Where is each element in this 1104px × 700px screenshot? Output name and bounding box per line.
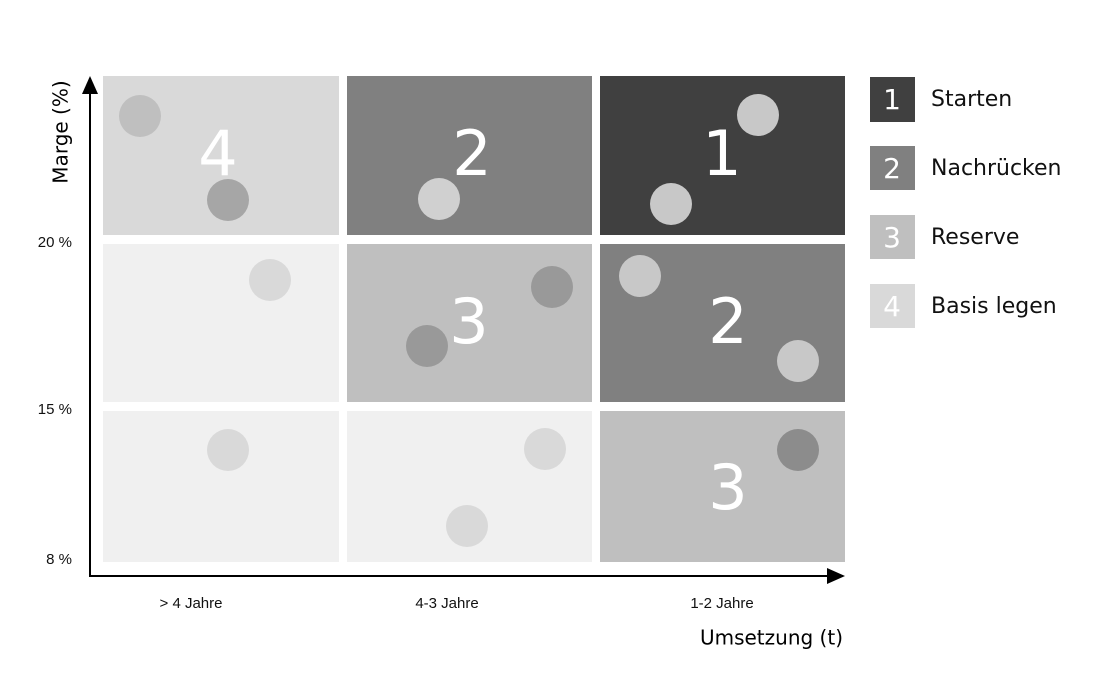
legend-number: 2 xyxy=(883,152,901,185)
circle xyxy=(524,428,566,470)
legend-label: Starten xyxy=(931,87,1012,112)
x-tick-label: 4-3 Jahre xyxy=(415,595,478,612)
circle xyxy=(619,255,661,297)
circle xyxy=(418,178,460,220)
y-tick-label: 20 % xyxy=(38,234,72,251)
circle xyxy=(406,325,448,367)
legend-number: 4 xyxy=(883,290,901,323)
circle xyxy=(650,183,692,225)
cell xyxy=(600,76,845,235)
cell-label: 3 xyxy=(449,285,488,358)
circle xyxy=(207,179,249,221)
legend-label: Reserve xyxy=(931,225,1019,250)
circle xyxy=(777,429,819,471)
circle xyxy=(737,94,779,136)
legend-number: 1 xyxy=(883,83,901,116)
y-tick-label: 15 % xyxy=(38,401,72,418)
legend-swatch xyxy=(870,284,915,328)
legend-swatch xyxy=(870,146,915,190)
x-axis-label: Umsetzung (t) xyxy=(700,626,843,650)
circle xyxy=(119,95,161,137)
circle xyxy=(446,505,488,547)
circle xyxy=(531,266,573,308)
circles xyxy=(119,94,819,547)
legend-label: Basis legen xyxy=(931,294,1057,319)
cell-label: 1 xyxy=(702,117,741,190)
legend-number: 3 xyxy=(883,221,901,254)
legend-swatch xyxy=(870,77,915,122)
cell-label: 2 xyxy=(708,285,747,358)
circle xyxy=(249,259,291,301)
cell-label: 3 xyxy=(708,451,747,524)
cell-label: 2 xyxy=(452,117,491,190)
circle xyxy=(777,340,819,382)
x-tick-label: > 4 Jahre xyxy=(160,595,223,612)
x-tick-label: 1-2 Jahre xyxy=(690,595,753,612)
circle xyxy=(207,429,249,471)
cell xyxy=(103,244,339,402)
legend-label: Nachrücken xyxy=(931,156,1062,181)
cell-label: 4 xyxy=(198,117,237,190)
legend-swatch xyxy=(870,215,915,259)
y-axis-label: Marge (%) xyxy=(49,80,73,183)
cell xyxy=(347,76,592,235)
y-tick-label: 8 % xyxy=(46,551,72,568)
